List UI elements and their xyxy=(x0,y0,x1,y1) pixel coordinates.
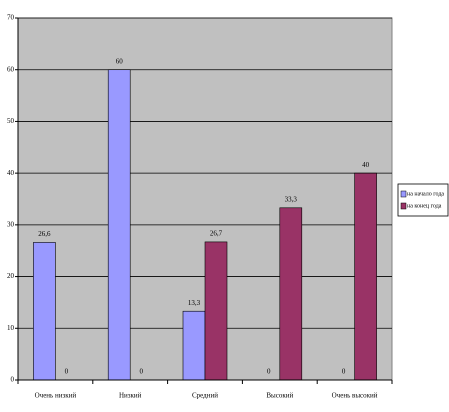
bar xyxy=(182,310,206,381)
data-label: 0 xyxy=(65,368,69,376)
y-tick-label: 40 xyxy=(7,169,15,177)
y-tick-label: 0 xyxy=(11,376,15,384)
y-tick-label: 20 xyxy=(7,272,15,280)
data-label: 0 xyxy=(139,368,143,376)
data-label: 60 xyxy=(116,57,124,65)
x-tick-label: Низкий xyxy=(119,392,142,400)
x-tick-label: Высокий xyxy=(266,392,293,400)
data-label: 26,7 xyxy=(210,230,223,238)
bar xyxy=(204,241,228,381)
data-label: 0 xyxy=(267,368,271,376)
data-label: 40 xyxy=(362,161,370,169)
legend-box xyxy=(397,183,449,217)
legend-swatch xyxy=(400,202,407,210)
y-tick-label: 70 xyxy=(7,14,15,22)
y-tick-label: 30 xyxy=(7,220,15,228)
legend-label: на конец года xyxy=(407,203,442,209)
bar xyxy=(279,207,303,381)
data-label: 33,3 xyxy=(285,195,298,203)
x-tick-label: Средний xyxy=(192,392,218,400)
y-tick-label: 60 xyxy=(7,65,15,73)
x-tick-label: Очень низкий xyxy=(35,392,77,400)
data-label: 26,6 xyxy=(38,230,51,238)
data-label: 13,3 xyxy=(188,299,201,307)
bar xyxy=(33,242,56,381)
x-tick-label: Очень высокий xyxy=(332,392,378,400)
bar xyxy=(107,69,131,381)
y-tick-label: 10 xyxy=(7,324,15,332)
data-label: 0 xyxy=(342,368,346,376)
legend-swatch xyxy=(400,190,407,198)
y-tick-label: 50 xyxy=(7,117,15,125)
legend-label: на начало года xyxy=(407,191,444,197)
bar xyxy=(354,172,377,381)
